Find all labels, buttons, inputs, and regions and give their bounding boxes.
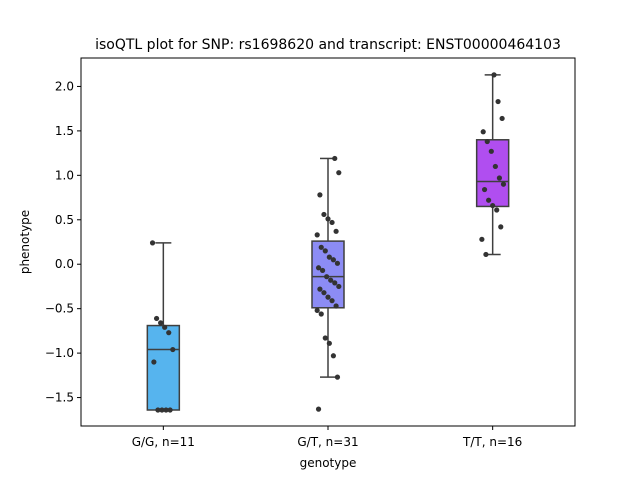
data-point bbox=[159, 407, 165, 413]
data-point bbox=[332, 155, 338, 162]
chart-title: isoQTL plot for SNP: rs1698620 and trans… bbox=[95, 37, 561, 53]
data-point bbox=[321, 290, 327, 296]
data-point bbox=[315, 265, 322, 271]
y-tick-label: 1.5 bbox=[55, 124, 74, 138]
data-point bbox=[480, 129, 486, 135]
data-point bbox=[325, 294, 331, 300]
data-point bbox=[326, 254, 332, 260]
data-point bbox=[318, 311, 324, 317]
data-point bbox=[488, 148, 494, 154]
data-point bbox=[334, 374, 341, 380]
data-point bbox=[336, 170, 342, 176]
data-point bbox=[498, 224, 504, 230]
data-point bbox=[149, 240, 156, 246]
y-tick-label: 2.0 bbox=[55, 79, 74, 93]
data-point bbox=[491, 72, 497, 78]
data-point bbox=[329, 298, 335, 304]
data-point bbox=[494, 207, 500, 213]
data-point bbox=[333, 228, 339, 234]
data-point bbox=[170, 346, 176, 353]
data-point bbox=[315, 406, 322, 412]
x-axis: G/G, n=11 G/T, n=31 T/T, n=16 bbox=[132, 426, 522, 449]
data-point bbox=[496, 175, 503, 181]
box-group bbox=[311, 155, 345, 412]
data-point bbox=[328, 277, 334, 283]
data-point bbox=[483, 251, 489, 258]
data-point bbox=[495, 98, 501, 105]
y-tick-label: 0.5 bbox=[55, 213, 74, 227]
data-point bbox=[484, 138, 490, 145]
data-point bbox=[155, 407, 161, 413]
data-point bbox=[336, 283, 342, 290]
data-point bbox=[163, 407, 169, 413]
data-point bbox=[322, 335, 328, 341]
y-tick-label: −0.5 bbox=[45, 302, 74, 316]
data-point bbox=[486, 197, 492, 203]
data-point bbox=[166, 330, 172, 336]
data-point bbox=[499, 115, 505, 122]
data-point bbox=[333, 303, 339, 309]
data-point bbox=[320, 267, 326, 274]
x-axis-label: genotype bbox=[300, 456, 357, 470]
data-point bbox=[167, 407, 173, 413]
data-point bbox=[490, 202, 496, 209]
box-group bbox=[475, 72, 510, 258]
data-point bbox=[330, 353, 336, 359]
y-tick-label: 1.0 bbox=[55, 168, 74, 182]
x-tick-label: G/G, n=11 bbox=[132, 435, 195, 449]
box-group bbox=[146, 240, 181, 413]
data-point bbox=[479, 236, 485, 242]
y-axis: −1.5 −1.0 −0.5 0.0 0.5 1.0 1.5 2.0 bbox=[45, 79, 81, 405]
data-point bbox=[314, 232, 320, 238]
data-point bbox=[318, 244, 324, 250]
y-tick-label: −1.5 bbox=[45, 391, 74, 405]
data-point bbox=[153, 315, 160, 322]
y-axis-label: phenotype bbox=[18, 210, 32, 274]
data-point bbox=[332, 280, 338, 286]
iqr-box bbox=[146, 324, 181, 411]
data-point bbox=[324, 274, 330, 280]
x-tick-label: T/T, n=16 bbox=[462, 435, 522, 449]
data-point bbox=[325, 216, 331, 222]
data-point bbox=[321, 211, 327, 218]
data-point bbox=[317, 286, 323, 292]
data-point bbox=[326, 340, 332, 346]
data-point bbox=[317, 192, 323, 198]
data-point bbox=[322, 248, 328, 254]
data-point bbox=[334, 260, 341, 266]
plot-area bbox=[146, 72, 510, 413]
y-tick-label: 0.0 bbox=[55, 257, 74, 271]
data-point bbox=[481, 186, 488, 193]
data-point bbox=[158, 320, 164, 326]
data-point bbox=[329, 219, 335, 226]
data-point bbox=[314, 307, 320, 314]
data-point bbox=[492, 163, 498, 170]
data-point bbox=[500, 181, 507, 187]
data-point bbox=[151, 359, 157, 365]
y-tick-label: −1.0 bbox=[45, 346, 74, 360]
data-point bbox=[330, 257, 336, 263]
data-point bbox=[162, 324, 168, 330]
x-tick-label: G/T, n=31 bbox=[297, 435, 358, 449]
